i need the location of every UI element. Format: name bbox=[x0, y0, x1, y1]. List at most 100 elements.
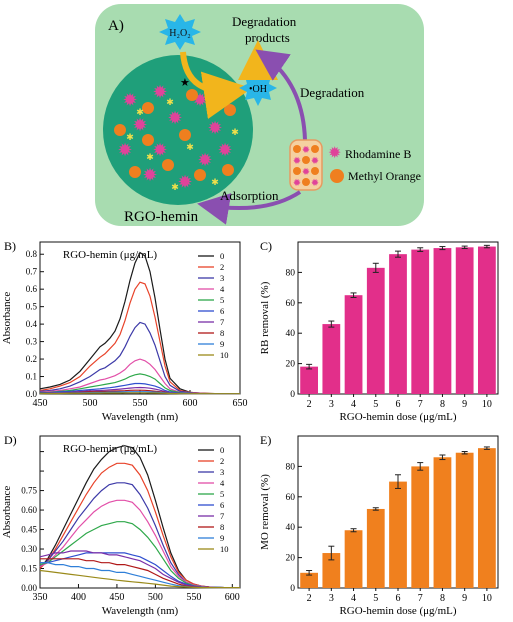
container-rb: ✹ bbox=[311, 178, 319, 189]
rhodamine-particle: ✹ bbox=[117, 140, 132, 160]
series-line-10 bbox=[39, 392, 240, 395]
adsorption-arrow bbox=[197, 190, 302, 225]
chart-title: RGO-hemin (μg/mL) bbox=[63, 443, 158, 455]
bar-5 bbox=[366, 508, 385, 588]
catalyst-particle: ✱ bbox=[211, 177, 219, 187]
container-rb: ✹ bbox=[302, 145, 310, 156]
series-line-3 bbox=[39, 482, 240, 589]
panel-label-a: A) bbox=[108, 18, 124, 34]
catalyst-particle: ✱ bbox=[206, 107, 214, 117]
methyl-orange-particle bbox=[186, 89, 198, 101]
bar-3 bbox=[322, 324, 341, 394]
degradation-products-line1: Degradation bbox=[232, 14, 297, 29]
oh-label: •OH bbox=[249, 84, 267, 95]
scheme-panel-a: A) ✹ ✹ ✹✹ ✹ ✹✹ ✹ ✹✹ ✹✹✱✱✱✱✱✱ ✱✱ ✱ H₂O₂ ★ •OH Degr… bbox=[95, 4, 424, 226]
y-tick-label: 0.75 bbox=[21, 486, 37, 496]
x-tick-label: 500 bbox=[148, 592, 163, 603]
y-tick-label: 0.8 bbox=[26, 249, 38, 259]
y-tick-label: 0.15 bbox=[21, 564, 37, 574]
x-tick-label: 10 bbox=[482, 399, 492, 410]
x-tick-label: 400 bbox=[71, 592, 86, 603]
bar-7 bbox=[411, 249, 430, 394]
container-rb: ✹ bbox=[311, 156, 319, 167]
legend-label: 3 bbox=[220, 273, 224, 283]
rhodamine-label: Rhodamine B bbox=[345, 147, 411, 161]
chart-panel-b: B)RGO-hemin (μg/mL)450 500 550 600 6500.00.1… bbox=[1, 239, 248, 423]
panel-label-b: B) bbox=[4, 239, 16, 253]
rhodamine-particle: ✹ bbox=[152, 140, 167, 160]
methyl-orange-particle bbox=[114, 124, 126, 136]
x-tick-label: 9 bbox=[462, 399, 467, 410]
chart-panel-d: D)RGO-hemin (μg/mL)350 400 450 500 550 6000.0… bbox=[1, 433, 241, 617]
legend-label: 2 bbox=[220, 456, 224, 466]
bar-6 bbox=[389, 481, 407, 588]
y-tick-label: 60 bbox=[286, 493, 296, 503]
catalyst-particle: ✱ bbox=[171, 182, 179, 192]
rhodamine-icon: ✹ bbox=[328, 145, 341, 162]
legend-label: 9 bbox=[220, 339, 224, 349]
y-tick-label: 20 bbox=[286, 360, 296, 370]
plot-frame bbox=[39, 241, 241, 395]
y-tick-label: 40 bbox=[286, 523, 296, 533]
container-rb: ✹ bbox=[302, 167, 310, 178]
catalyst-mark: ★ bbox=[180, 77, 190, 89]
series-line-8 bbox=[40, 558, 240, 589]
bar-8 bbox=[433, 457, 452, 588]
dye-container: ✹✹ ✹✹✹ ✹ bbox=[289, 139, 323, 191]
x-tick-label: 600 bbox=[225, 592, 240, 603]
x-tick-label: 6 bbox=[396, 399, 401, 410]
x-tick-label: 5 bbox=[373, 593, 378, 604]
x-tick-label: 4 bbox=[351, 593, 356, 604]
bar-4 bbox=[344, 295, 363, 394]
catalyst-particle: ✱ bbox=[186, 142, 194, 152]
y-tick-label: 0.00 bbox=[21, 583, 37, 593]
h2o2-to-oh-arrow bbox=[180, 51, 252, 120]
container-rb: ✹ bbox=[293, 178, 301, 189]
x-tick-label: 5 bbox=[373, 399, 378, 410]
rhodamine-particle: ✹ bbox=[122, 90, 137, 110]
x-tick-label: 3 bbox=[329, 593, 334, 604]
series-line-9 bbox=[40, 562, 240, 589]
series-line-4 bbox=[39, 358, 240, 395]
y-tick-label: 0.5 bbox=[26, 302, 38, 312]
y-tick-label: 0.60 bbox=[21, 505, 37, 515]
chart-title: RGO-hemin (μg/mL) bbox=[63, 249, 158, 261]
bar-5 bbox=[366, 267, 385, 394]
bar-9 bbox=[455, 452, 474, 588]
x-tick-label: 3 bbox=[329, 399, 334, 410]
bar-10 bbox=[478, 448, 496, 588]
legend-label: 4 bbox=[220, 284, 225, 294]
degradation-arrow bbox=[255, 49, 307, 141]
rhodamine-particle: ✹ bbox=[142, 165, 157, 185]
chart-panel-c: C) 0 20 40 60 80 2 3 4 5 6 7 8 9 10 RGO-hemin dose (μg/… bbox=[259, 239, 499, 423]
catalyst-particle: ✱ bbox=[136, 107, 144, 117]
x-tick-label: 2 bbox=[307, 593, 312, 604]
legend-label: 7 bbox=[220, 317, 224, 327]
x-tick-label: 4 bbox=[351, 399, 356, 410]
catalyst-particle: ✱ bbox=[146, 152, 154, 162]
legend-label: 5 bbox=[220, 295, 224, 305]
bar-10 bbox=[478, 246, 496, 394]
rhodamine-particle: ✹ bbox=[197, 150, 212, 170]
y-tick-label: 40 bbox=[286, 329, 296, 339]
y-tick-label: 0 bbox=[290, 584, 295, 594]
methyl-orange-label: Methyl Orange bbox=[348, 169, 421, 183]
rhodamine-particle: ✹ bbox=[152, 82, 167, 102]
y-axis-label: MO removal (%) bbox=[259, 474, 271, 550]
legend-label: 6 bbox=[220, 306, 224, 316]
h2o2-star-icon: H₂O₂ bbox=[159, 14, 201, 50]
bar-2 bbox=[300, 572, 318, 588]
x-axis-label: RGO-hemin dose (μg/mL) bbox=[339, 605, 456, 617]
x-axis-label: Wavelength (nm) bbox=[102, 605, 179, 617]
legend-label: 10 bbox=[220, 544, 229, 554]
legend-label: 4 bbox=[220, 478, 225, 488]
methyl-orange-particle bbox=[194, 169, 206, 181]
x-tick-label: 8 bbox=[440, 399, 445, 410]
x-tick-label: 450 bbox=[109, 592, 124, 603]
chart-panel-e: E) 0 20 40 60 80 2 3 4 5 6 7 8 9 10 RGO-hemin dose (μg/… bbox=[259, 433, 499, 617]
y-tick-label: 0.0 bbox=[26, 389, 38, 399]
catalyst-particle: ✱ bbox=[126, 132, 134, 142]
legend-label: 8 bbox=[220, 522, 224, 532]
rgo-hemin-label: RGO-hemin bbox=[124, 209, 199, 225]
x-tick-label: 650 bbox=[233, 398, 248, 409]
